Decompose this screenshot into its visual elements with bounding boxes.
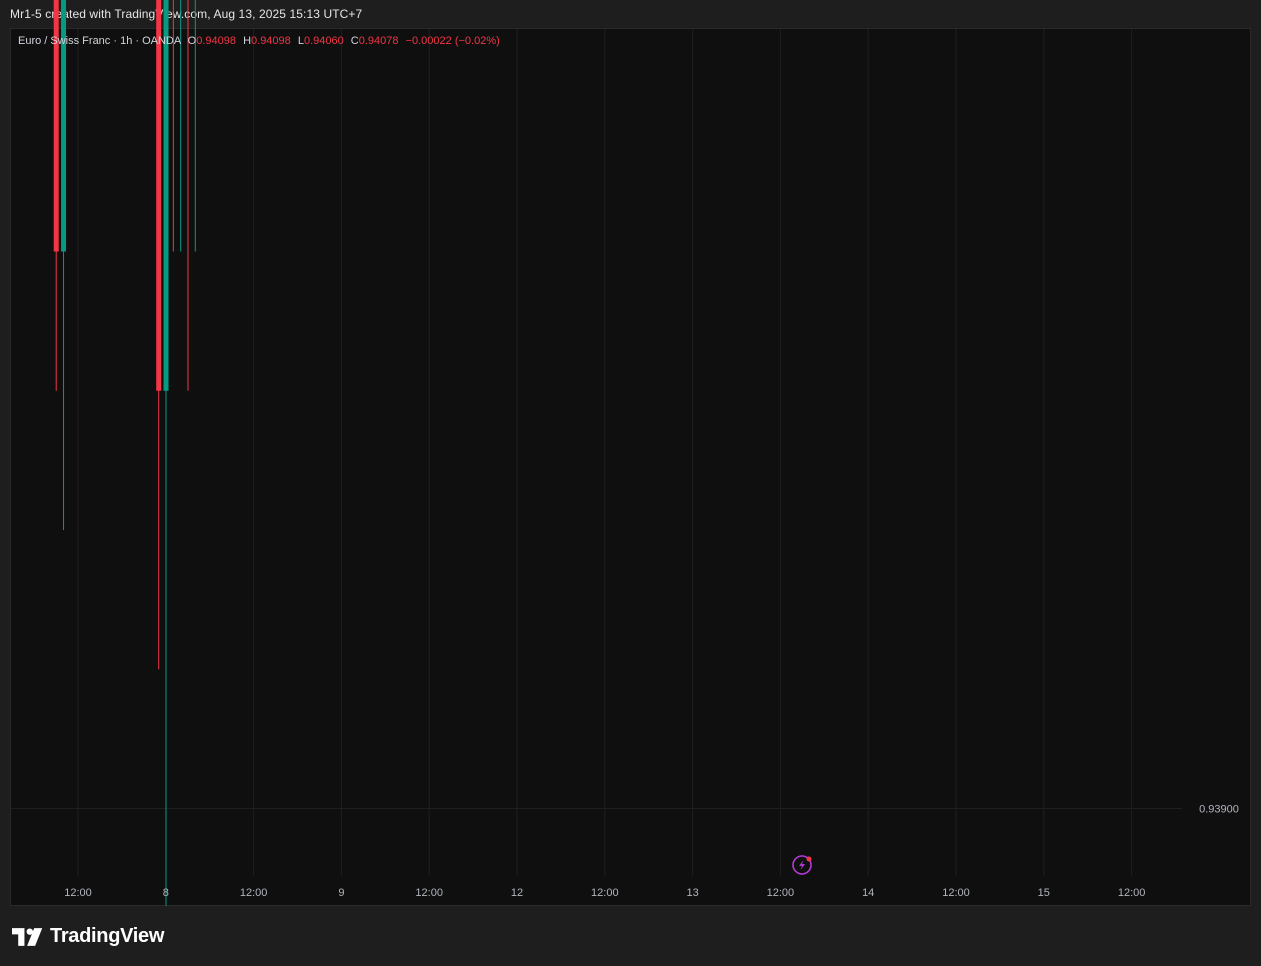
tradingview-logo-icon bbox=[12, 927, 43, 946]
close-label: C bbox=[350, 35, 359, 47]
time-tick-label: 12:00 bbox=[767, 887, 795, 899]
candlestick-series bbox=[53, 0, 196, 948]
time-tick-label: 14 bbox=[862, 887, 874, 899]
symbol-legend: Euro / Swiss Franc · 1h · OANDA O0.94098… bbox=[18, 35, 500, 47]
change-value: −0.00022 (−0.02%) bbox=[405, 35, 500, 47]
price-tick-label: 0.93900 bbox=[1199, 804, 1239, 816]
tradingview-brand[interactable]: TradingView bbox=[12, 925, 164, 948]
chart-overlays bbox=[792, 855, 812, 875]
time-tick-label: 8 bbox=[163, 887, 169, 899]
time-tick-label: 12 bbox=[511, 887, 523, 899]
price-axis: 0.939000.940000.940500.941000.941500.942… bbox=[1199, 804, 1239, 816]
time-tick-label: 13 bbox=[686, 887, 698, 899]
time-tick-label: 9 bbox=[338, 887, 344, 899]
top-bar: Mr1-5 created with TradingView.com, Aug … bbox=[0, 0, 1261, 28]
lightning-alert-icon bbox=[792, 855, 812, 875]
close-value: 0.94078 bbox=[358, 35, 399, 47]
time-tick-label: 12:00 bbox=[240, 887, 268, 899]
time-tick-label: 12:00 bbox=[64, 887, 92, 899]
chart-credit: Mr1-5 created with TradingView.com, Aug … bbox=[10, 7, 363, 21]
open-label: O bbox=[187, 35, 197, 47]
high-label: H bbox=[243, 35, 252, 47]
low-label: L bbox=[297, 35, 304, 47]
time-tick-label: 15 bbox=[1038, 887, 1050, 899]
low-value: 0.94060 bbox=[303, 35, 344, 47]
time-tick-label: 12:00 bbox=[1118, 887, 1146, 899]
time-axis: 12:00 8 12:00 9 12:00 12 12:00 13 12:00 14 12:00 15… bbox=[64, 887, 1145, 899]
time-tick-label: 12:00 bbox=[942, 887, 970, 899]
candle-body bbox=[163, 0, 169, 391]
candle-body bbox=[156, 0, 162, 391]
candle-body bbox=[61, 0, 67, 252]
brand-name: TradingView bbox=[50, 925, 165, 947]
footer bbox=[0, 906, 1261, 966]
high-value: 0.94098 bbox=[251, 35, 291, 47]
symbol-title[interactable]: Euro / Swiss Franc · 1h · OANDA bbox=[18, 35, 181, 47]
open-value: 0.94098 bbox=[196, 35, 236, 47]
chart-grid bbox=[11, 29, 1182, 876]
candle-body bbox=[53, 0, 59, 252]
time-tick-label: 12:00 bbox=[415, 887, 443, 899]
time-tick-label: 12:00 bbox=[591, 887, 619, 899]
